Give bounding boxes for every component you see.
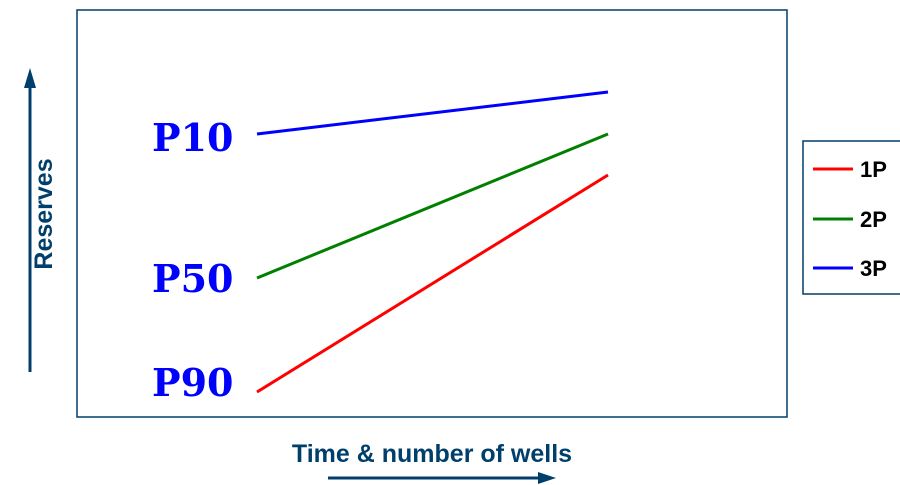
series-line-3p: [256, 90, 609, 136]
plot-frame: [76, 9, 788, 418]
legend-label-2p: 2P: [860, 207, 887, 232]
legend-label-1p: 1P: [860, 157, 887, 182]
p10-label: P10: [152, 115, 233, 160]
y-axis-label: Reserves: [30, 158, 58, 269]
p90-label: P90: [152, 360, 233, 405]
p50-label: P50: [152, 256, 233, 301]
x-axis-label: Time & number of wells: [292, 440, 572, 468]
series-line-1p: [256, 173, 609, 394]
legend-label-3p: 3P: [860, 256, 887, 281]
series-line-2p: [256, 132, 609, 280]
x-axis-arrow-head: [538, 472, 556, 484]
y-axis-arrow-head: [24, 68, 36, 88]
